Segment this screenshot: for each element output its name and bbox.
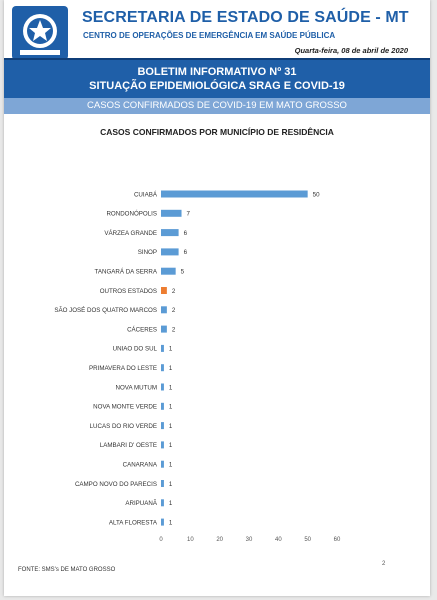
category-label: CANARANA [123,462,158,469]
x-tick-label: 30 [246,537,253,543]
bar [161,518,164,526]
bulletin-page: SECRETARIA DE ESTADO DE SAÚDE - MT CENTR… [4,0,430,596]
bar [161,499,164,507]
value-label: 1 [169,423,173,430]
category-label: NOVA MONTE VERDE [93,404,157,411]
category-label: CUIABÁ [134,191,158,198]
x-tick-label: 20 [216,537,223,543]
category-label: LUCAS DO RIO VERDE [90,423,157,430]
value-label: 2 [172,307,176,314]
bar [161,402,164,410]
value-label: 50 [313,191,320,198]
category-label: SINOP [138,249,157,256]
value-label: 1 [169,384,173,391]
page-number: 2 [382,561,386,567]
bar [161,325,167,333]
section-banner: CASOS CONFIRMADOS DE COVID-19 EM MATO GR… [4,98,430,114]
bar [161,441,164,449]
category-label: ALTA FLORESTA [109,519,158,526]
bar [161,209,182,217]
value-label: 6 [184,230,188,237]
category-label: CÁCERES [127,326,157,333]
value-label: 1 [169,481,173,488]
value-label: 6 [184,249,188,256]
x-tick-label: 0 [159,537,163,543]
chart-title: CASOS CONFIRMADOS POR MUNICÍPIO DE RESID… [100,127,334,137]
source-note: FONTE: SMS's DE MATO GROSSO [18,567,116,573]
bar [161,267,176,275]
value-label: 1 [169,346,173,353]
value-label: 1 [169,365,173,372]
bulletin-topic: SITUAÇÃO EPIDEMIOLÓGICA SRAG E COVID-19 [89,80,345,92]
value-label: 2 [172,326,176,333]
category-label: UNIAO DO SUL [113,346,158,353]
x-tick-label: 40 [275,537,282,543]
value-label: 1 [169,442,173,449]
bar [161,287,167,294]
bar [161,190,308,198]
x-tick-label: 50 [304,537,311,543]
bulletin-number: BOLETIM INFORMATIVO Nº 31 [137,66,297,78]
bar [161,364,164,372]
state-seal-icon [12,6,68,60]
bar [161,383,164,391]
x-tick-label: 10 [187,537,194,543]
bar [161,248,179,256]
category-label: TANGARÁ DA SERRA [95,269,158,276]
x-tick-label: 60 [334,537,341,543]
bar [161,229,179,237]
value-label: 1 [169,462,173,469]
category-label: RONDONÓPOLIS [106,211,157,218]
value-label: 7 [187,211,191,218]
category-label: VÁRZEA GRANDE [104,230,157,237]
category-label: CAMPO NOVO DO PARECIS [75,481,157,488]
value-label: 5 [181,269,185,276]
value-label: 2 [172,288,176,295]
bulletin-banner: BOLETIM INFORMATIVO Nº 31 SITUAÇÃO EPIDE… [4,58,430,98]
value-label: 1 [169,519,173,526]
bulletin-date: Quarta-feira, 08 de abril de 2020 [294,46,408,55]
category-label: PRIMAVERA DO LESTE [89,365,157,372]
header: SECRETARIA DE ESTADO DE SAÚDE - MT CENTR… [4,0,430,62]
category-label: ARIPUANÃ [125,500,158,507]
bar [161,422,164,430]
value-label: 1 [169,404,173,411]
bar [161,480,164,487]
org-subtitle: CENTRO DE OPERAÇÕES DE EMERGÊNCIA EM SAÚ… [83,31,336,40]
category-label: NOVA MUTUM [116,384,157,391]
category-label: SÃO JOSÉ DOS QUATRO MARCOS [54,307,157,314]
bar [161,344,164,352]
value-label: 1 [169,500,173,507]
category-label: LAMBARI D' OESTE [100,442,157,449]
bar [161,306,167,314]
org-title: SECRETARIA DE ESTADO DE SAÚDE - MT [82,9,409,26]
category-label: OUTROS ESTADOS [100,288,157,295]
bar [161,460,164,468]
